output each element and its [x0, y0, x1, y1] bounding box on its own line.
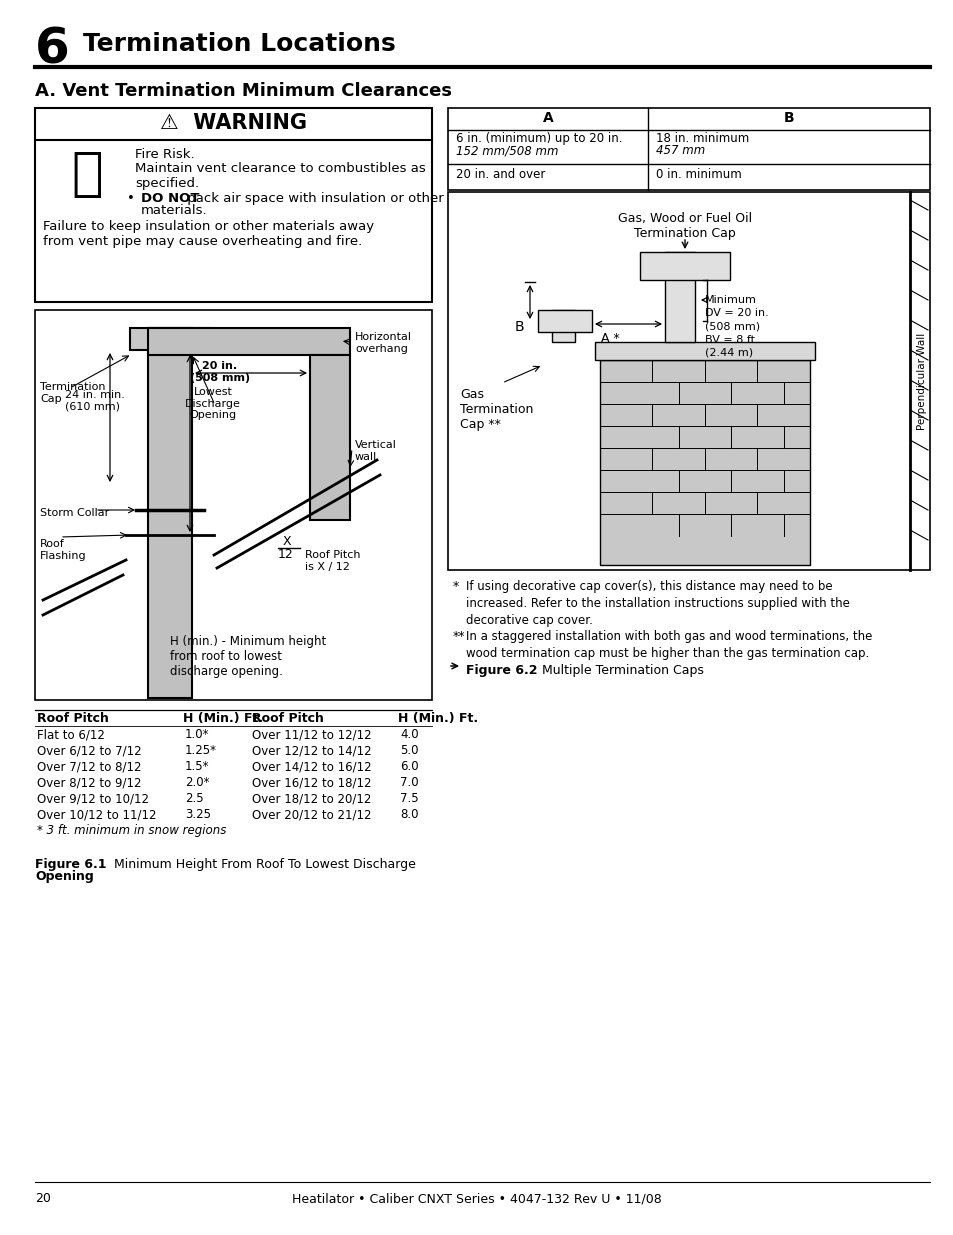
- Text: 6.0: 6.0: [399, 760, 418, 773]
- Text: Termination Locations: Termination Locations: [83, 32, 395, 56]
- Text: 152 mm/508 mm: 152 mm/508 mm: [456, 144, 558, 157]
- Text: •: •: [127, 191, 139, 205]
- Bar: [448, 107, 929, 190]
- Text: Over 14/12 to 16/12: Over 14/12 to 16/12: [252, 760, 372, 773]
- Text: Figure 6.1: Figure 6.1: [35, 858, 107, 871]
- Text: 1.25*: 1.25*: [185, 743, 216, 757]
- Text: 2.5: 2.5: [185, 792, 203, 805]
- Bar: [552, 310, 575, 342]
- Bar: [664, 252, 695, 342]
- Text: 7.5: 7.5: [399, 792, 418, 805]
- Text: Maintain vent clearance to combustibles as
specified.: Maintain vent clearance to combustibles …: [135, 162, 425, 190]
- Text: **: **: [453, 630, 465, 643]
- Bar: [35, 107, 432, 303]
- Text: Gas, Wood or Fuel Oil
Termination Cap: Gas, Wood or Fuel Oil Termination Cap: [618, 212, 751, 240]
- Text: Figure 6.2: Figure 6.2: [465, 664, 537, 677]
- Text: Roof Pitch
is X / 12: Roof Pitch is X / 12: [305, 550, 360, 572]
- Bar: [130, 329, 210, 350]
- Text: 8.0: 8.0: [399, 808, 418, 821]
- Bar: [448, 191, 929, 571]
- Text: 2.0*: 2.0*: [185, 776, 210, 789]
- Text: Over 16/12 to 18/12: Over 16/12 to 18/12: [252, 776, 371, 789]
- Text: B: B: [782, 111, 794, 125]
- Text: Minimum Height From Roof To Lowest Discharge: Minimum Height From Roof To Lowest Disch…: [98, 858, 416, 871]
- Text: B: B: [515, 320, 524, 333]
- Text: 18 in. minimum: 18 in. minimum: [656, 132, 748, 144]
- Bar: [310, 354, 350, 520]
- Text: Over 6/12 to 7/12: Over 6/12 to 7/12: [37, 743, 141, 757]
- Text: 0 in. minimum: 0 in. minimum: [656, 168, 741, 182]
- Text: X: X: [283, 535, 292, 548]
- Text: 6 in. (minimum) up to 20 in.: 6 in. (minimum) up to 20 in.: [456, 132, 622, 144]
- Text: Over 11/12 to 12/12: Over 11/12 to 12/12: [252, 727, 372, 741]
- Text: Over 8/12 to 9/12: Over 8/12 to 9/12: [37, 776, 141, 789]
- Text: ⚠  WARNING: ⚠ WARNING: [160, 112, 307, 133]
- Bar: [595, 342, 814, 359]
- Text: Gas
Termination
Cap **: Gas Termination Cap **: [459, 388, 533, 431]
- Text: Minimum
DV = 20 in.
(508 mm)
BV = 8 ft
(2.44 m): Minimum DV = 20 in. (508 mm) BV = 8 ft (…: [704, 295, 768, 358]
- Bar: [148, 329, 192, 698]
- Text: Roof Pitch: Roof Pitch: [252, 713, 323, 725]
- Text: H (Min.) Ft.: H (Min.) Ft.: [397, 713, 477, 725]
- Bar: [599, 359, 809, 564]
- Text: 1.0*: 1.0*: [185, 727, 210, 741]
- Bar: [639, 252, 729, 280]
- Text: Multiple Termination Caps: Multiple Termination Caps: [525, 664, 703, 677]
- Text: If using decorative cap cover(s), this distance may need to be
increased. Refer : If using decorative cap cover(s), this d…: [465, 580, 849, 627]
- Text: 5.0: 5.0: [399, 743, 418, 757]
- Text: pack air space with insulation or other: pack air space with insulation or other: [183, 191, 443, 205]
- Text: Lowest
Discharge
Opening: Lowest Discharge Opening: [185, 387, 241, 420]
- Text: *: *: [453, 580, 458, 593]
- Text: Vertical
wall: Vertical wall: [355, 440, 396, 462]
- Text: 4.0: 4.0: [399, 727, 418, 741]
- Text: H (min.) - Minimum height
from roof to lowest
discharge opening.: H (min.) - Minimum height from roof to l…: [170, 635, 326, 678]
- Text: 457 mm: 457 mm: [656, 144, 704, 157]
- Text: Over 9/12 to 10/12: Over 9/12 to 10/12: [37, 792, 149, 805]
- Text: DO NOT: DO NOT: [141, 191, 199, 205]
- Text: 20 in. and over: 20 in. and over: [456, 168, 545, 182]
- Text: Over 7/12 to 8/12: Over 7/12 to 8/12: [37, 760, 141, 773]
- Text: Over 20/12 to 21/12: Over 20/12 to 21/12: [252, 808, 371, 821]
- Text: 24 in. min.
(610 mm): 24 in. min. (610 mm): [65, 390, 125, 411]
- Text: Fire Risk.: Fire Risk.: [135, 148, 194, 161]
- Text: Over 18/12 to 20/12: Over 18/12 to 20/12: [252, 792, 371, 805]
- Text: Over 10/12 to 11/12: Over 10/12 to 11/12: [37, 808, 156, 821]
- Text: Failure to keep insulation or other materials away
from vent pipe may cause over: Failure to keep insulation or other mate…: [43, 220, 374, 248]
- Text: * 3 ft. minimum in snow regions: * 3 ft. minimum in snow regions: [37, 824, 226, 837]
- Text: materials.: materials.: [141, 204, 208, 217]
- Text: Roof Pitch: Roof Pitch: [37, 713, 109, 725]
- Text: 3.25: 3.25: [185, 808, 211, 821]
- Text: A: A: [542, 111, 553, 125]
- Text: Opening: Opening: [35, 869, 93, 883]
- Text: Roof
Flashing: Roof Flashing: [40, 538, 87, 561]
- Text: H (Min.) Ft.: H (Min.) Ft.: [183, 713, 263, 725]
- Bar: [35, 310, 432, 700]
- Text: 6: 6: [35, 26, 70, 74]
- Text: Perpendicular Wall: Perpendicular Wall: [916, 332, 926, 430]
- Text: 7.0: 7.0: [399, 776, 418, 789]
- Bar: [148, 329, 350, 354]
- Text: 12: 12: [277, 548, 294, 561]
- Text: Storm Collar: Storm Collar: [40, 508, 110, 517]
- Text: Over 12/12 to 14/12: Over 12/12 to 14/12: [252, 743, 372, 757]
- Text: In a staggered installation with both gas and wood terminations, the
wood termin: In a staggered installation with both ga…: [465, 630, 871, 659]
- Bar: [537, 310, 592, 332]
- Text: 20: 20: [35, 1192, 51, 1205]
- Text: 20 in.
(508 mm): 20 in. (508 mm): [190, 361, 250, 383]
- Text: Heatilator • Caliber CNXT Series • 4047-132 Rev U • 11/08: Heatilator • Caliber CNXT Series • 4047-…: [292, 1192, 661, 1205]
- Text: Horizontal
overhang: Horizontal overhang: [355, 332, 412, 353]
- Text: 🔥: 🔥: [71, 148, 103, 200]
- Text: Flat to 6/12: Flat to 6/12: [37, 727, 105, 741]
- Text: A. Vent Termination Minimum Clearances: A. Vent Termination Minimum Clearances: [35, 82, 452, 100]
- Text: 1.5*: 1.5*: [185, 760, 210, 773]
- Text: A *: A *: [600, 332, 618, 345]
- Text: Termination
Cap: Termination Cap: [40, 382, 106, 404]
